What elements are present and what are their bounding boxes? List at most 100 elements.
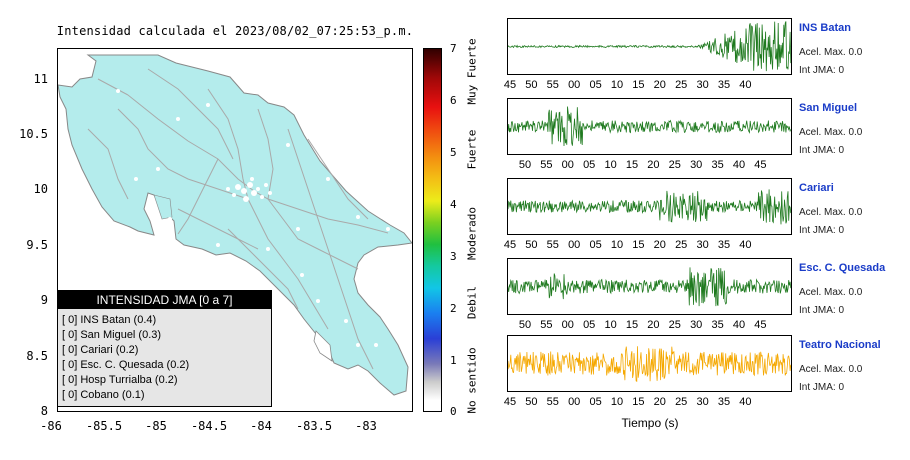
time-tick: 05 xyxy=(583,319,596,331)
road-network xyxy=(87,68,389,370)
time-tick: 55 xyxy=(540,159,553,171)
x-tick: -86 xyxy=(40,419,62,433)
station-name: Teatro Nacional xyxy=(799,339,881,351)
time-tick: 30 xyxy=(696,239,709,251)
time-tick: 55 xyxy=(546,396,559,408)
station-name: San Miguel xyxy=(799,102,858,114)
legend-row: [ 0] Hosp Turrialba (0.2) xyxy=(62,374,178,386)
land-shape xyxy=(58,54,412,396)
city-cluster xyxy=(226,177,272,202)
time-tick: 15 xyxy=(632,396,645,408)
time-tick: 45 xyxy=(503,396,517,408)
time-tick: 35 xyxy=(711,319,724,331)
time-tick: 00 xyxy=(568,79,581,91)
y-tick: 10 xyxy=(33,182,48,196)
y-tick: 10.5 xyxy=(19,127,48,141)
y-tick: 11 xyxy=(33,72,48,86)
time-tick: 10 xyxy=(604,159,617,171)
x-tick: -83.5 xyxy=(295,419,333,433)
legend-row: [ 0] Cobano (0.1) xyxy=(62,389,145,401)
time-tick: 05 xyxy=(583,159,596,171)
colorbar-tick: 0 xyxy=(450,405,457,418)
colorbar-label: Moderado xyxy=(465,207,479,260)
time-tick: 40 xyxy=(739,396,752,408)
time-tick: 30 xyxy=(690,159,703,171)
time-tick: 35 xyxy=(717,79,731,91)
station-name: Cariari xyxy=(799,182,834,194)
time-tick: 10 xyxy=(610,239,624,251)
x-axis-label: Tiempo (s) xyxy=(621,416,679,430)
time-tick: 35 xyxy=(717,396,731,408)
time-tick: 10 xyxy=(610,396,624,408)
x-tick: -85 xyxy=(145,419,167,433)
time-tick: 45 xyxy=(503,79,517,91)
time-tick: 45 xyxy=(754,319,767,331)
station-intensity: Int JMA: 0 xyxy=(799,305,845,316)
waveform-line xyxy=(508,189,791,225)
station-accel: Acel. Max. 0.0 xyxy=(799,207,863,218)
station-accel: Acel. Max. 0.0 xyxy=(799,127,863,138)
legend-row: [ 0] San Miguel (0.3) xyxy=(62,329,162,341)
time-tick: 35 xyxy=(711,159,724,171)
station-markers xyxy=(116,89,390,347)
waveform-time-ticks: 50 55 00 05 10 15 20 25 30 35 40 45 xyxy=(507,159,797,173)
time-tick: 55 xyxy=(540,319,553,331)
time-tick: 35 xyxy=(717,239,731,251)
time-tick: 10 xyxy=(610,79,624,91)
time-tick: 25 xyxy=(675,239,688,251)
time-tick: 50 xyxy=(518,159,532,171)
time-tick: 00 xyxy=(561,159,574,171)
time-tick: 30 xyxy=(696,79,709,91)
intensity-colorbar xyxy=(423,48,442,412)
waveform-line xyxy=(508,21,791,72)
map-title: Intensidad calculada el 2023/08/02_07:25… xyxy=(56,24,414,38)
waveform-time-ticks: 45 50 55 00 05 10 15 20 25 30 35 40 xyxy=(503,396,797,410)
colorbar-tick: 5 xyxy=(450,146,457,159)
time-tick: 00 xyxy=(568,239,581,251)
time-tick: 25 xyxy=(675,396,688,408)
waveform-trace xyxy=(508,346,791,382)
waveform-line xyxy=(508,346,791,382)
waveform-panel xyxy=(507,98,792,155)
time-tick: 50 xyxy=(525,79,538,91)
y-tick: 9 xyxy=(40,293,48,307)
station-intensity: Int JMA: 0 xyxy=(799,225,845,236)
waveform-line xyxy=(508,267,791,307)
intensity-legend: INTENSIDAD JMA [0 a 7] [ 0] INS Batan (0… xyxy=(57,290,272,407)
time-tick: 40 xyxy=(732,159,746,171)
time-tick: 20 xyxy=(647,319,660,331)
station-intensity: Int JMA: 0 xyxy=(799,145,845,156)
legend-row: [ 0] INS Batan (0.4) xyxy=(62,314,157,326)
y-tick: 8 xyxy=(40,404,48,418)
time-tick: 05 xyxy=(589,396,602,408)
x-tick: -84 xyxy=(250,419,272,433)
waveform-trace xyxy=(508,21,791,72)
colorbar-label: No sentido xyxy=(465,347,479,414)
colorbar-tick: 7 xyxy=(450,42,457,55)
colorbar-tick: 6 xyxy=(450,94,457,107)
colorbar-tick: 3 xyxy=(450,250,457,263)
time-tick: 20 xyxy=(653,396,666,408)
time-tick: 40 xyxy=(732,319,746,331)
waveform-trace xyxy=(508,267,791,307)
time-tick: 15 xyxy=(632,79,645,91)
waveform-panel xyxy=(507,258,792,315)
time-tick: 20 xyxy=(653,79,666,91)
time-tick: 55 xyxy=(546,79,559,91)
waveform-trace xyxy=(508,189,791,225)
time-tick: 30 xyxy=(690,319,703,331)
station-intensity: Int JMA: 0 xyxy=(799,65,845,76)
time-tick: 55 xyxy=(546,239,559,251)
x-tick: -84.5 xyxy=(190,419,228,433)
legend-row: [ 0] Esc. C. Quesada (0.2) xyxy=(62,359,190,371)
time-tick: 25 xyxy=(675,79,688,91)
time-tick: 25 xyxy=(668,319,681,331)
station-intensity: Int JMA: 0 xyxy=(799,382,845,393)
y-tick: 9.5 xyxy=(26,238,48,252)
waveform-time-ticks: 50 55 00 05 10 15 20 25 30 35 40 45 xyxy=(507,319,797,333)
nicoya-gulf xyxy=(153,194,173,220)
station-name: Esc. C. Quesada xyxy=(799,262,886,274)
waveform-trace xyxy=(508,106,791,147)
colorbar-tick: 2 xyxy=(450,302,457,315)
legend-row: [ 0] Cariari (0.2) xyxy=(62,344,139,356)
